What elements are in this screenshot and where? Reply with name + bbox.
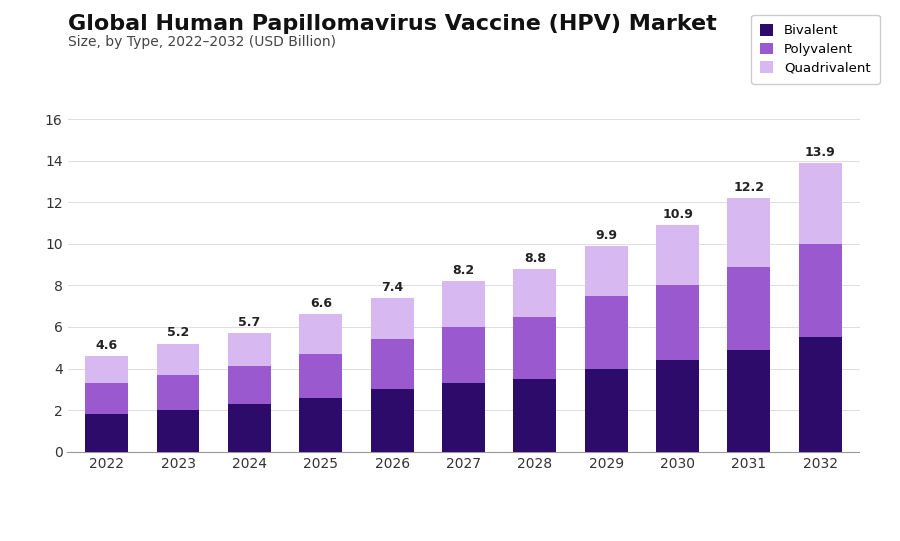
Text: 4.3%: 4.3% bbox=[143, 482, 244, 516]
Bar bbox=[371, 390, 414, 452]
Bar bbox=[656, 225, 699, 286]
Text: Size, by Type, 2022–2032 (USD Billion): Size, by Type, 2022–2032 (USD Billion) bbox=[68, 35, 336, 49]
Text: 8.8: 8.8 bbox=[524, 252, 546, 265]
Bar bbox=[86, 414, 128, 452]
Text: 7.4: 7.4 bbox=[381, 281, 403, 294]
Text: size for 2032 in USD:: size for 2032 in USD: bbox=[342, 511, 482, 524]
Legend: Bivalent, Polyvalent, Quadrivalent: Bivalent, Polyvalent, Quadrivalent bbox=[752, 15, 880, 84]
Text: 4.6: 4.6 bbox=[95, 339, 118, 352]
Bar bbox=[228, 404, 271, 452]
Text: $13.9B: $13.9B bbox=[491, 482, 634, 516]
Bar bbox=[656, 360, 699, 452]
Bar bbox=[799, 244, 842, 338]
Bar bbox=[656, 286, 699, 360]
Bar bbox=[157, 375, 200, 410]
Text: 5.7: 5.7 bbox=[238, 316, 261, 329]
Text: At the CAGR of:: At the CAGR of: bbox=[20, 511, 124, 524]
Text: ONE STOP SHOP FOR THE REPORTS: ONE STOP SHOP FOR THE REPORTS bbox=[705, 515, 816, 520]
Bar bbox=[513, 379, 556, 452]
Text: 8.2: 8.2 bbox=[453, 264, 474, 277]
Bar bbox=[371, 339, 414, 390]
Text: The Market will Grow: The Market will Grow bbox=[20, 478, 161, 491]
Bar bbox=[727, 198, 770, 267]
Bar bbox=[442, 327, 485, 383]
Text: ∿ɰ: ∿ɰ bbox=[686, 489, 727, 509]
Bar bbox=[371, 298, 414, 339]
Bar bbox=[585, 296, 627, 368]
Text: Global Human Papillomavirus Vaccine (HPV) Market: Global Human Papillomavirus Vaccine (HPV… bbox=[68, 14, 716, 34]
Bar bbox=[228, 333, 271, 366]
Bar bbox=[300, 398, 342, 452]
Bar bbox=[86, 383, 128, 414]
Text: 5.2: 5.2 bbox=[167, 326, 189, 339]
Text: market.us: market.us bbox=[709, 480, 812, 498]
Bar bbox=[228, 366, 271, 404]
Text: 10.9: 10.9 bbox=[662, 208, 693, 221]
Bar bbox=[799, 338, 842, 452]
Bar bbox=[799, 163, 842, 244]
Bar bbox=[513, 269, 556, 316]
Bar bbox=[300, 354, 342, 398]
Bar bbox=[157, 410, 200, 452]
Bar bbox=[157, 344, 200, 375]
Bar bbox=[585, 368, 627, 452]
Text: 6.6: 6.6 bbox=[310, 298, 332, 311]
Bar bbox=[513, 316, 556, 379]
Bar bbox=[86, 356, 128, 383]
Text: 9.9: 9.9 bbox=[595, 229, 617, 242]
Text: The forecasted market: The forecasted market bbox=[342, 478, 493, 491]
Bar bbox=[585, 246, 627, 296]
Bar bbox=[442, 383, 485, 452]
Text: 12.2: 12.2 bbox=[734, 181, 764, 194]
Bar bbox=[442, 281, 485, 327]
Text: 13.9: 13.9 bbox=[805, 146, 835, 159]
Bar bbox=[300, 314, 342, 354]
Bar bbox=[727, 350, 770, 452]
Bar bbox=[727, 267, 770, 350]
